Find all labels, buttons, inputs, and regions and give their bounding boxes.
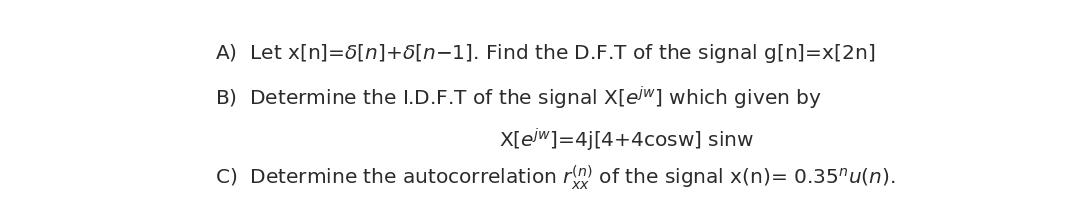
Text: X[$e^{jw}$]=4j[4+4cosw] sinw: X[$e^{jw}$]=4j[4+4cosw] sinw (499, 127, 755, 154)
Text: C)  Determine the autocorrelation $r_{xx}^{(n)}$ of the signal x(n)= $0.35^{n}u(: C) Determine the autocorrelation $r_{xx}… (215, 163, 895, 192)
Text: B)  Determine the I.D.F.T of the signal X[$e^{jw}$] which given by: B) Determine the I.D.F.T of the signal X… (215, 85, 821, 113)
Text: A)  Let x[n]=$\delta$[$n$]+$\delta$[$n$$-$1]. Find the D.F.T of the signal g[n]=: A) Let x[n]=$\delta$[$n$]+$\delta$[$n$$-… (215, 42, 875, 65)
